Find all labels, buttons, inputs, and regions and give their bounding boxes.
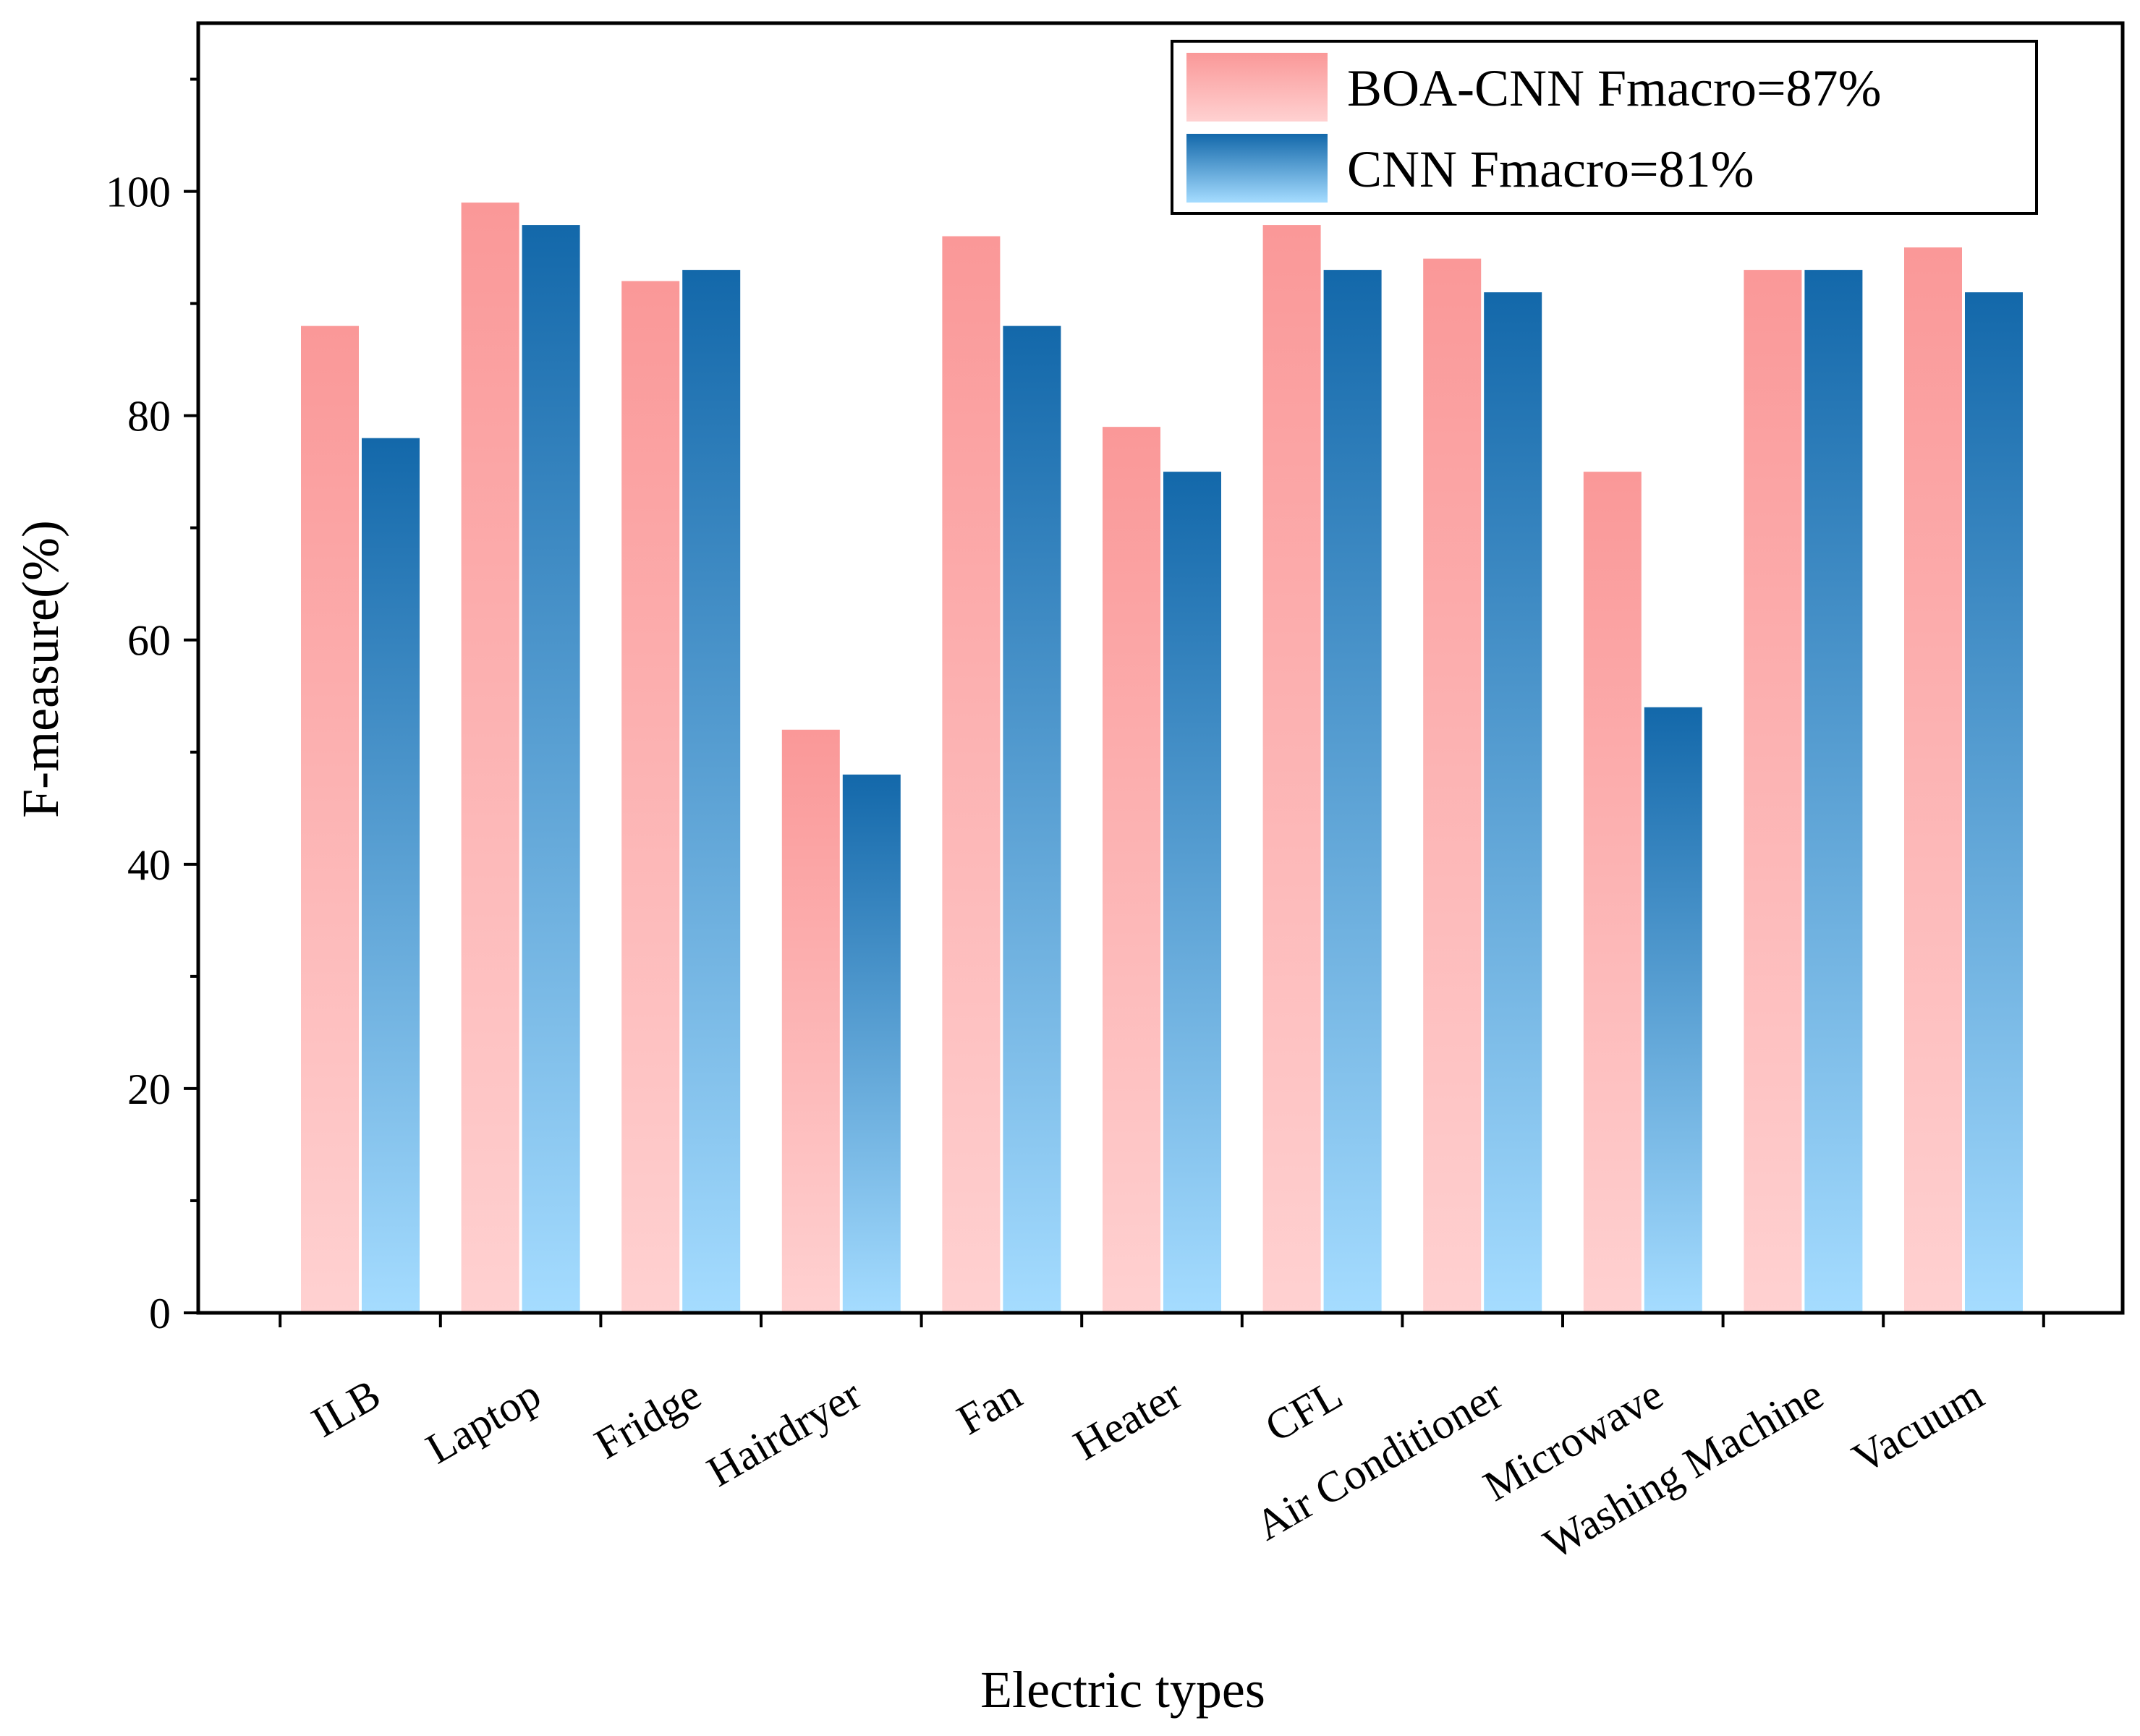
bar-cnn-ilb bbox=[362, 438, 420, 1313]
bar-boa-cnn-heater bbox=[1103, 427, 1160, 1313]
bar-cnn-microwave bbox=[1644, 707, 1702, 1313]
x-tick-label: CFL bbox=[1257, 1370, 1350, 1451]
bar-cnn-vacuum bbox=[1965, 292, 2023, 1313]
y-tick-label: 20 bbox=[127, 1065, 171, 1113]
x-tick-label: Washing Machine bbox=[1536, 1370, 1831, 1568]
x-tick-label: Fan bbox=[949, 1370, 1029, 1444]
axes-group: 0 20 40 60 80 100 bbox=[106, 77, 2045, 1337]
bar-boa-cnn-hairdryer bbox=[781, 729, 840, 1313]
legend: BOA-CNN Fmacro=87% CNN Fmacro=81% bbox=[1171, 40, 2038, 215]
y-tick-label: 80 bbox=[127, 393, 171, 441]
bar-boa-cnn-fan bbox=[942, 236, 1001, 1313]
bar-cnn-washing-machine bbox=[1804, 270, 1863, 1313]
x-tick-label: Laptop bbox=[418, 1370, 548, 1473]
y-axis-title: F-measure(%) bbox=[12, 520, 69, 818]
bar-boa-cnn-laptop bbox=[461, 203, 519, 1313]
x-tick-label: Vacuum bbox=[1844, 1370, 1991, 1482]
bar-boa-cnn-ilb bbox=[301, 326, 359, 1313]
bar-cnn-cfl bbox=[1323, 270, 1382, 1313]
y-tick-label: 60 bbox=[127, 617, 171, 665]
bar-cnn-laptop bbox=[522, 225, 580, 1313]
x-tick-label: Hairdryer bbox=[699, 1370, 869, 1496]
legend-label-cnn: CNN Fmacro=81% bbox=[1347, 140, 1754, 198]
x-axis-title: Electric types bbox=[980, 1661, 1265, 1719]
plot-frame bbox=[196, 21, 2125, 1315]
bar-cnn-hairdryer bbox=[842, 774, 901, 1313]
legend-swatch-boa-cnn bbox=[1186, 53, 1328, 122]
legend-swatch-cnn bbox=[1186, 134, 1328, 203]
bar-boa-cnn-microwave bbox=[1583, 472, 1642, 1314]
bar-boa-cnn-cfl bbox=[1262, 225, 1321, 1313]
y-tick-label: 100 bbox=[106, 169, 171, 216]
bar-cnn-fridge bbox=[682, 270, 741, 1313]
bar-boa-cnn-air-conditioner bbox=[1423, 258, 1482, 1313]
y-tick-label: 0 bbox=[149, 1290, 171, 1337]
x-tick-label: Heater bbox=[1066, 1370, 1189, 1469]
bar-boa-cnn-vacuum bbox=[1904, 247, 1962, 1314]
bar-cnn-heater bbox=[1163, 472, 1221, 1314]
x-tick-label: ILB bbox=[304, 1370, 388, 1446]
bar-cnn-air-conditioner bbox=[1484, 292, 1542, 1313]
bar-boa-cnn-fridge bbox=[621, 281, 680, 1314]
y-tick-label: 40 bbox=[127, 841, 171, 889]
bar-cnn-fan bbox=[1003, 326, 1061, 1313]
x-tick-label: Fridge bbox=[587, 1370, 709, 1468]
bars-group bbox=[301, 203, 2023, 1314]
legend-label-boa-cnn: BOA-CNN Fmacro=87% bbox=[1347, 59, 1882, 117]
bar-boa-cnn-washing-machine bbox=[1744, 270, 1802, 1313]
